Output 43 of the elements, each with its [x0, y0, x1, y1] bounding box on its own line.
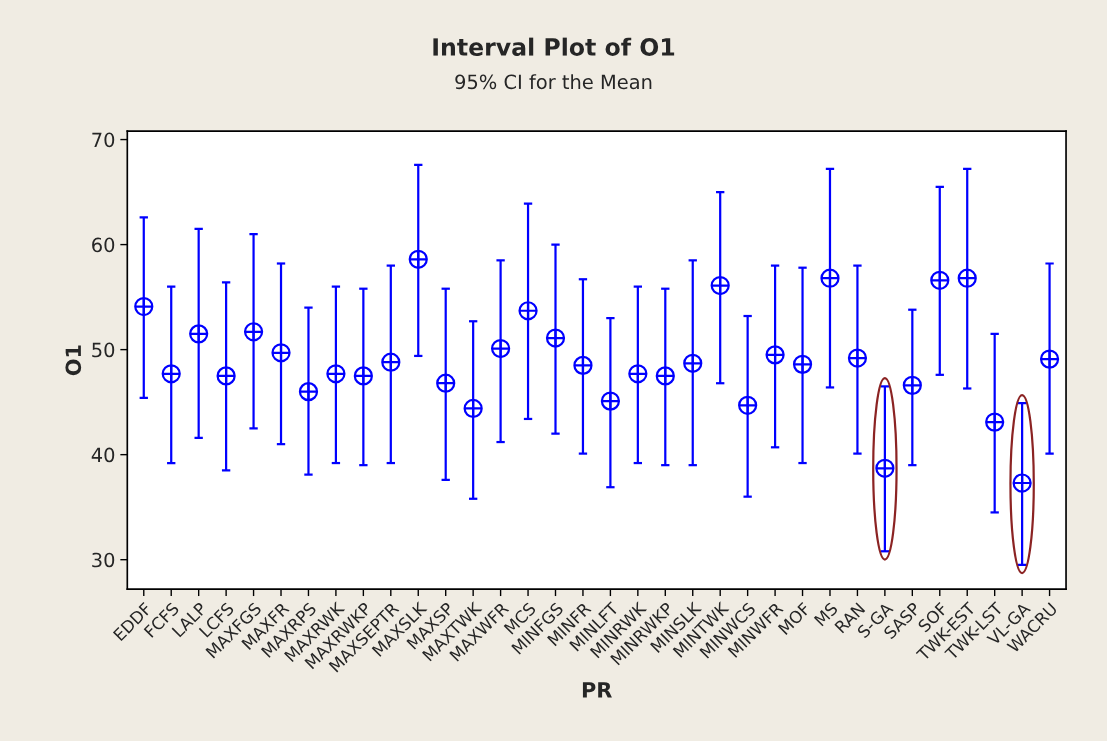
y-tick-label: 60	[92, 237, 115, 253]
point	[298, 382, 319, 402]
point	[161, 364, 181, 384]
point	[957, 268, 977, 288]
point	[463, 398, 483, 419]
point	[216, 366, 236, 386]
point	[792, 354, 813, 374]
point	[573, 355, 593, 375]
point	[655, 366, 675, 386]
chart-title: Interval Plot of O1	[433, 37, 675, 56]
point	[243, 322, 264, 342]
point	[326, 364, 346, 384]
y-tick-label: 40	[91, 447, 115, 463]
x-axis-title: PR	[582, 682, 612, 698]
point	[189, 324, 209, 344]
point	[408, 249, 428, 269]
point	[738, 395, 758, 415]
point	[134, 296, 154, 317]
y-tick-label: 70	[92, 132, 115, 148]
point	[600, 391, 621, 411]
point	[765, 345, 785, 365]
point	[1012, 473, 1032, 493]
point	[381, 352, 401, 372]
point	[1039, 349, 1060, 369]
point	[353, 366, 373, 386]
y-tick-label: 30	[92, 552, 115, 568]
chart-subtitle: 95% CI for the Mean	[455, 74, 652, 90]
point	[930, 270, 950, 290]
point	[490, 338, 511, 359]
point	[847, 348, 868, 368]
y-axis-title: O1	[65, 345, 82, 376]
point	[875, 458, 895, 478]
point	[902, 375, 922, 395]
point	[985, 412, 1005, 432]
point	[820, 268, 840, 288]
point	[683, 353, 703, 373]
point	[518, 301, 538, 321]
point	[436, 373, 456, 393]
point	[271, 343, 291, 363]
y-tick-label: 50	[92, 342, 115, 358]
point	[545, 328, 566, 348]
point	[628, 364, 648, 384]
point	[710, 275, 730, 296]
